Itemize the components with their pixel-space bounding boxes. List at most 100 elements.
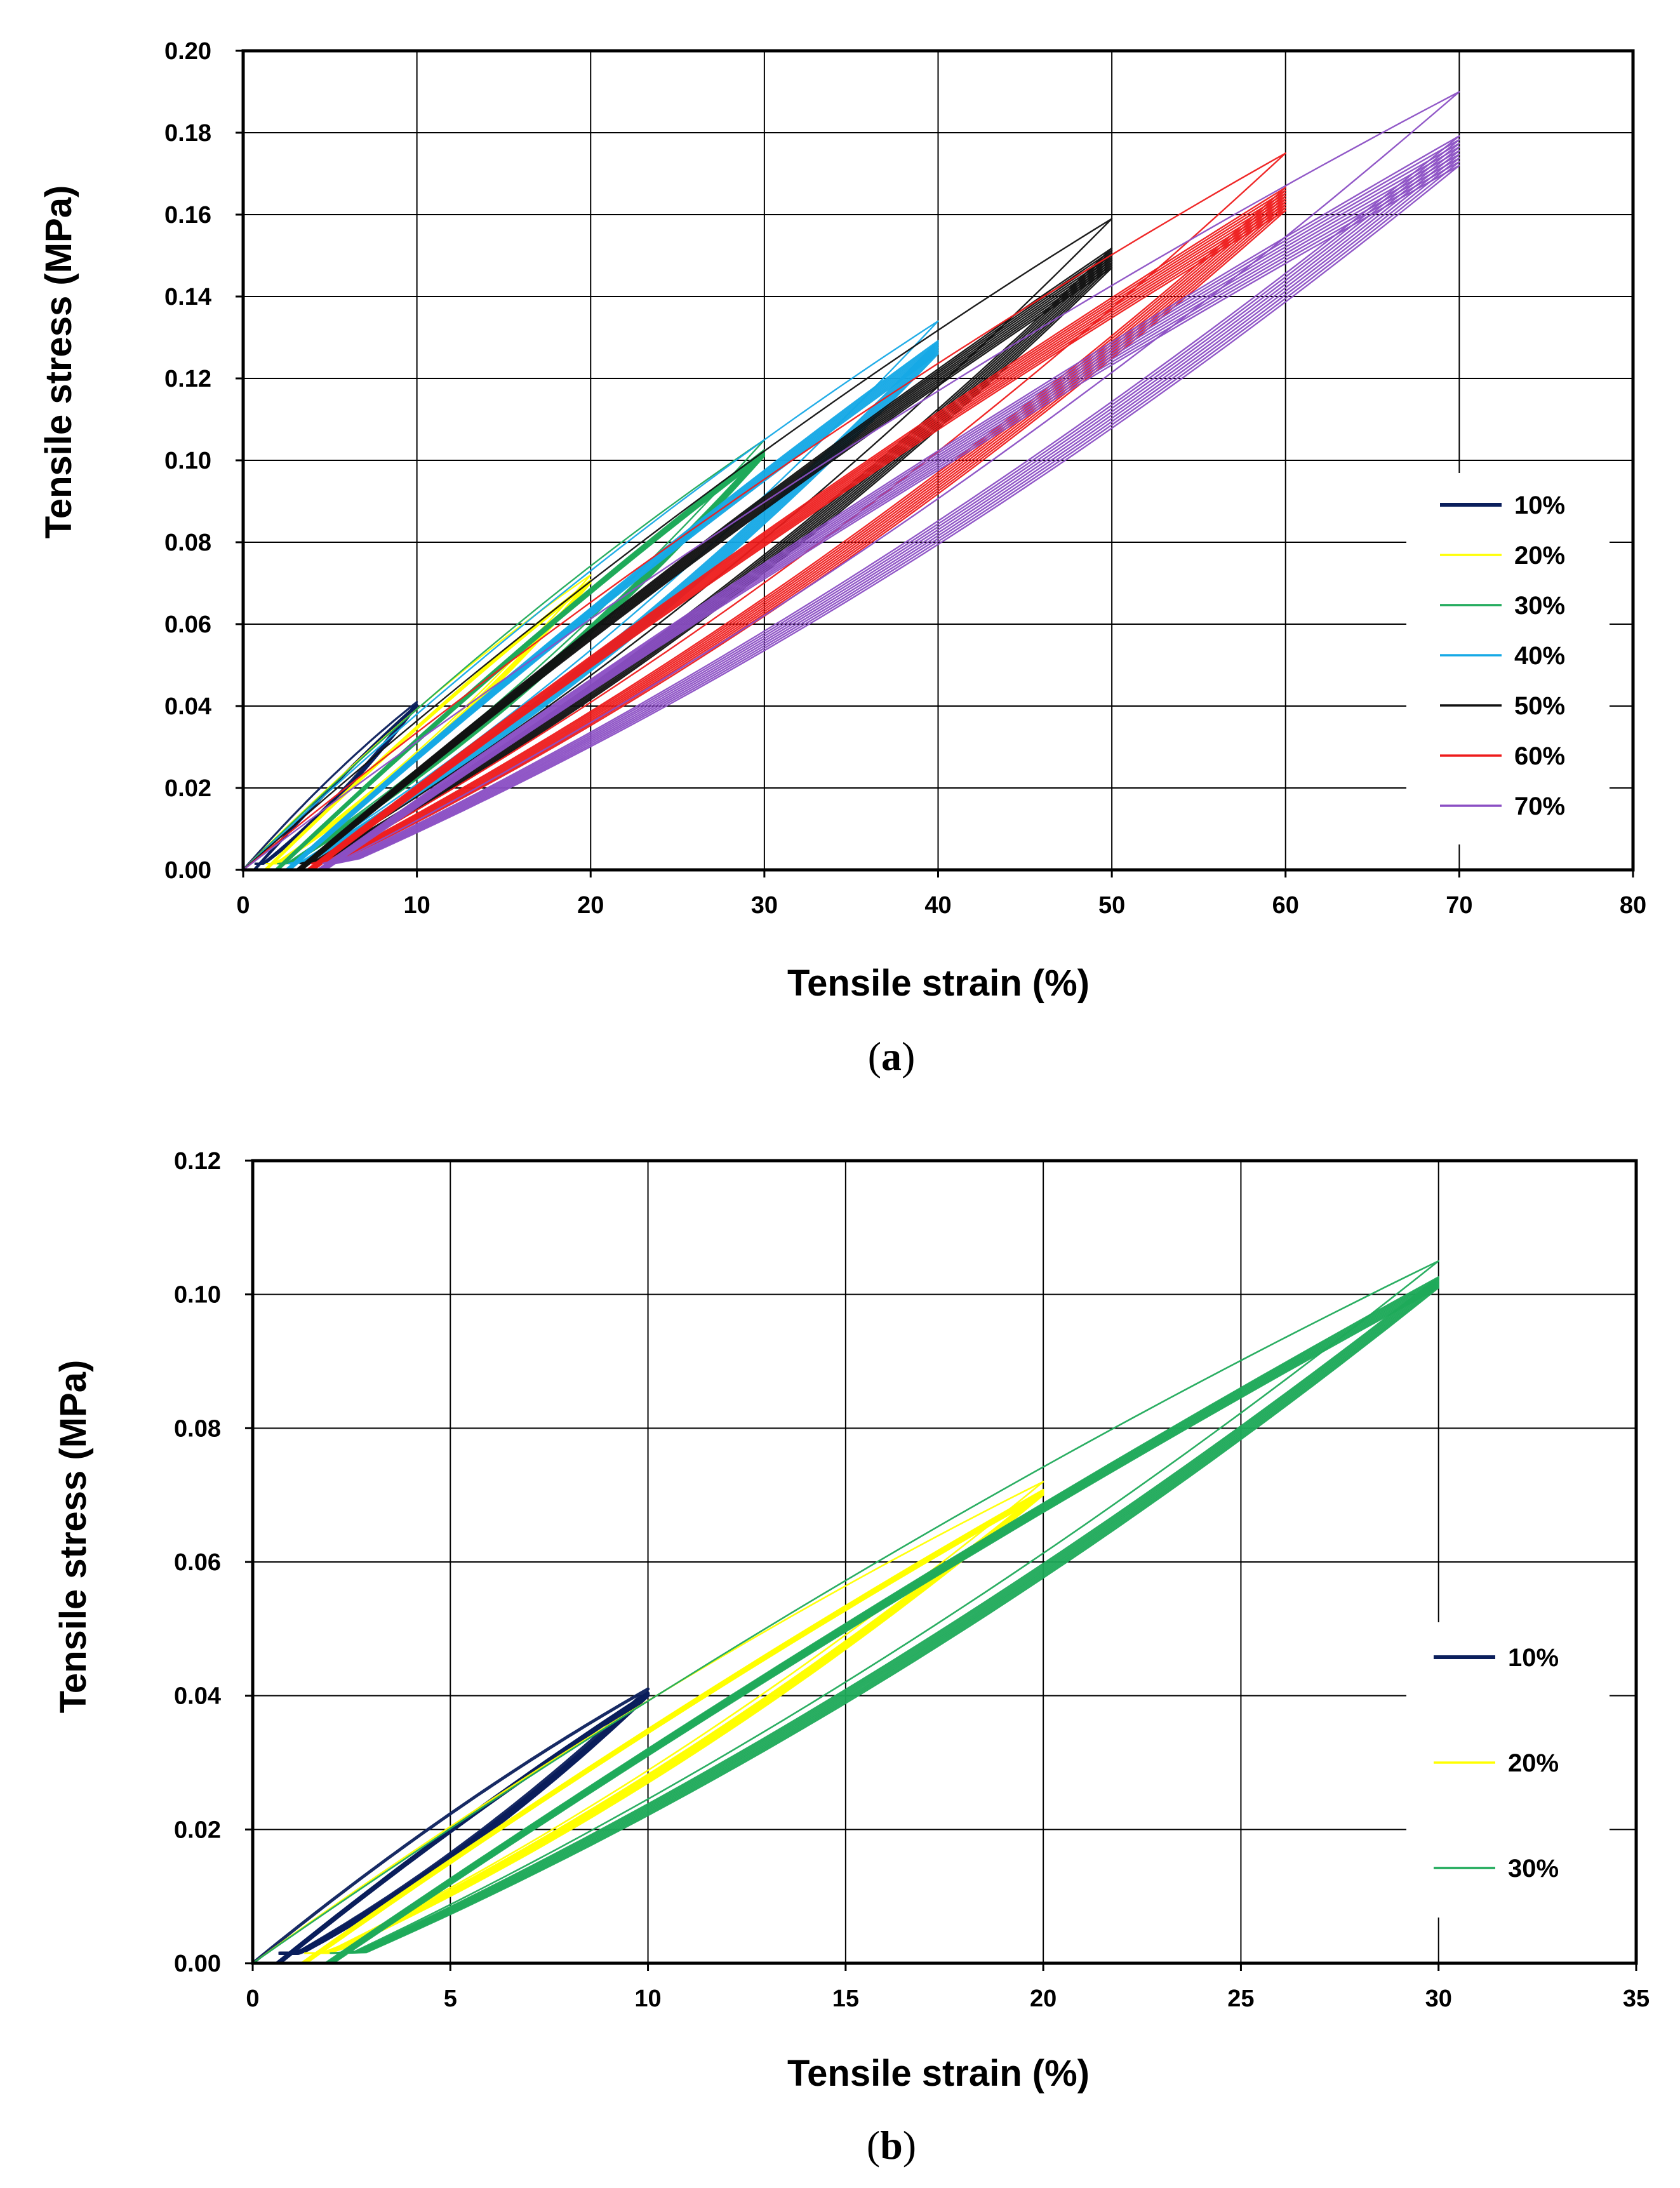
loop-60pct-cycle-5 (309, 195, 1286, 871)
y-tick-labels-a: 0.00 0.02 0.04 0.06 0.08 0.10 0.12 0.14 0.16 0.18… (164, 38, 211, 884)
legend-label-10pct: 10% (1514, 491, 1565, 519)
x-tick-labels-a: 0 10 20 30 40 50 60 70 80 (236, 892, 1646, 919)
x-tick-label: 35 (1623, 1985, 1650, 2012)
y-tick-label: 0.02 (164, 775, 211, 802)
x-tick-label: 10 (403, 892, 430, 919)
y-tick-label: 0.08 (164, 530, 211, 556)
y-tick-label: 0.10 (164, 448, 211, 474)
x-tick-label: 30 (1425, 1985, 1452, 2012)
y-tick-label: 0.12 (164, 366, 211, 392)
plot-frame-b (251, 1159, 1638, 1965)
y-tick-label: 0.20 (164, 38, 211, 65)
loop-40pct-cycle-10 (290, 353, 939, 871)
loop-60pct-cycle-10 (313, 210, 1286, 871)
y-tick-label: 0.00 (174, 1951, 221, 1977)
x-tick-label: 60 (1272, 892, 1299, 919)
loop-60pct-cycle-4 (308, 192, 1286, 871)
loop-20pct-cycle-1 (243, 574, 592, 871)
loop-70pct-cycle-5 (320, 146, 1460, 871)
loop-70pct-cycle-4 (319, 142, 1460, 871)
loop-70pct-cycle-3 (317, 138, 1460, 871)
legend-label-20pct: 20% (1508, 1749, 1559, 1777)
legend-label-20pct: 20% (1514, 542, 1565, 570)
loop-20pct-cycle-10 (305, 1494, 1044, 1965)
legend-label-30pct: 30% (1514, 592, 1565, 620)
x-tick-label: 5 (444, 1985, 457, 2012)
x-tick-labels-b: 0 5 10 15 20 25 30 35 (246, 1985, 1650, 2012)
x-axis-title-b: Tensile strain (%) (787, 2053, 1090, 2094)
loop-30pct-cycle-1 (252, 1260, 1439, 1965)
curves-a (242, 91, 1460, 871)
loop-20pct-cycle-8 (304, 1493, 1044, 1965)
loop-30pct-cycle-10 (277, 455, 766, 871)
panel-label-a: (a) (868, 1034, 916, 1079)
x-tick-label: 15 (832, 1985, 859, 2012)
series-70pct (243, 91, 1460, 871)
series-30pct (252, 1260, 1439, 1965)
loop-50pct-cycle-9 (301, 264, 1113, 871)
curves-b (251, 1260, 1439, 1965)
y-tick-label: 0.00 (164, 857, 211, 884)
chart-panel-a: 0.00 0.02 0.04 0.06 0.08 0.10 0.12 0.14 0.16 0.18… (38, 38, 1646, 1079)
legend-box-a (1406, 473, 1610, 844)
y-tick-label: 0.06 (174, 1549, 221, 1576)
legend-label-70pct: 70% (1514, 792, 1565, 820)
y-axis-title-b: Tensile stress (MPa) (53, 1360, 94, 1714)
y-tick-label: 0.12 (174, 1148, 221, 1175)
plot-frame-a (241, 49, 1635, 872)
loop-60pct-cycle-1 (243, 152, 1286, 871)
loop-70pct-cycle-1 (243, 91, 1460, 871)
x-tick-label: 40 (924, 892, 951, 919)
loop-70pct-cycle-6 (321, 150, 1460, 871)
y-tick-labels-b: 0.00 0.02 0.04 0.06 0.08 0.10 0.12 (174, 1148, 221, 1977)
legend-label-40pct: 40% (1514, 642, 1565, 670)
x-tick-label: 10 (634, 1985, 661, 2012)
loop-70pct-cycle-10 (325, 164, 1460, 871)
y-tick-label: 0.04 (174, 1683, 221, 1710)
chart-panel-b: 0.00 0.02 0.04 0.06 0.08 0.10 0.12 0 5 10 15 20 25 3… (53, 1148, 1650, 2168)
y-tick-label: 0.04 (164, 693, 211, 720)
loop-20pct-cycle-2 (300, 1488, 1044, 1965)
x-tick-label: 0 (236, 892, 250, 919)
y-tick-label: 0.16 (164, 202, 211, 229)
loop-20pct-cycle-1 (252, 1481, 1044, 1965)
x-axis-title-a: Tensile strain (%) (787, 963, 1090, 1004)
loop-60pct-cycle-3 (307, 189, 1286, 871)
y-tick-label: 0.10 (174, 1282, 221, 1309)
loop-50pct-cycle-1 (243, 218, 1113, 871)
legend-label-10pct: 10% (1508, 1644, 1559, 1672)
series-20pct (252, 1481, 1044, 1965)
loop-60pct-cycle-2 (306, 187, 1286, 871)
y-tick-label: 0.02 (174, 1817, 221, 1843)
loop-60pct-cycle-6 (310, 198, 1286, 871)
panel-label-b: (b) (867, 2123, 916, 2168)
x-tick-label: 80 (1620, 892, 1646, 919)
loop-70pct-cycle-8 (323, 157, 1460, 871)
legend-label-60pct: 60% (1514, 742, 1565, 770)
legend-label-50pct: 50% (1514, 692, 1565, 720)
loop-30pct-cycle-10 (333, 1286, 1439, 1965)
y-tick-label: 0.18 (164, 120, 211, 147)
y-axis-title-a: Tensile stress (MPa) (38, 185, 79, 539)
y-tick-label: 0.14 (164, 284, 211, 310)
y-tick-label: 0.08 (174, 1415, 221, 1442)
x-tick-label: 20 (577, 892, 604, 919)
loop-50pct-cycle-8 (300, 262, 1113, 871)
x-tick-label: 70 (1446, 892, 1472, 919)
loop-60pct-cycle-7 (310, 201, 1286, 871)
loop-20pct-cycle-6 (303, 1491, 1044, 1965)
x-tick-label: 25 (1227, 1985, 1254, 2012)
series-60pct (243, 152, 1286, 871)
loop-70pct-cycle-9 (324, 161, 1460, 871)
x-tick-label: 50 (1098, 892, 1125, 919)
loop-20pct-cycle-7 (303, 1492, 1044, 1965)
loop-30pct-cycle-6 (328, 1281, 1439, 1965)
legend-b: 10% 20% 30% (1406, 1622, 1610, 1918)
loop-50pct-cycle-7 (299, 260, 1113, 871)
x-tick-label: 30 (751, 892, 778, 919)
loop-20pct-cycle-9 (305, 1493, 1044, 1965)
loop-70pct-cycle-7 (322, 154, 1460, 871)
loop-50pct-cycle-10 (302, 267, 1113, 871)
x-tick-label: 0 (246, 1985, 259, 2012)
